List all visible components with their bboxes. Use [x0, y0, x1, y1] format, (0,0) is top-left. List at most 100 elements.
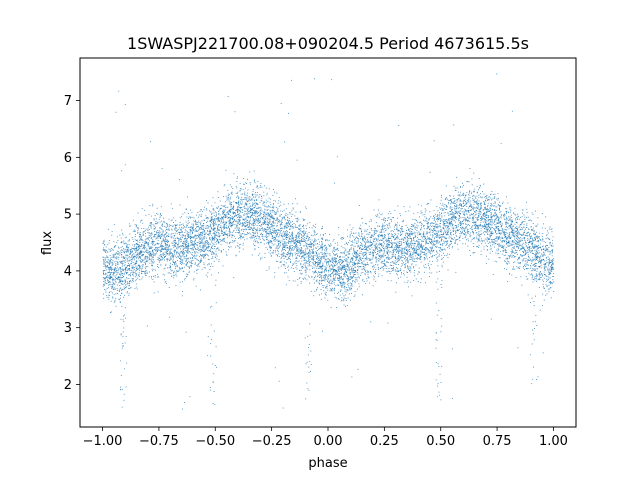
- data-point: [550, 242, 551, 244]
- data-point: [417, 273, 419, 275]
- data-point: [321, 240, 322, 242]
- data-point: [380, 214, 382, 216]
- data-point: [324, 233, 326, 234]
- data-point: [245, 197, 247, 199]
- data-point: [551, 242, 553, 244]
- data-point: [166, 260, 168, 262]
- data-point: [213, 212, 215, 214]
- data-point: [548, 265, 550, 267]
- data-point: [544, 253, 545, 255]
- data-point: [509, 242, 511, 244]
- data-point: [149, 252, 151, 254]
- data-point: [376, 243, 378, 245]
- data-point: [178, 239, 180, 241]
- data-point: [148, 237, 150, 238]
- data-point: [286, 230, 287, 232]
- data-point: [536, 257, 538, 258]
- data-point: [549, 260, 551, 262]
- data-point: [309, 250, 310, 252]
- data-point: [145, 266, 147, 267]
- data-point: [254, 212, 256, 214]
- data-point: [285, 268, 286, 269]
- data-point: [112, 254, 114, 256]
- data-point: [435, 254, 437, 256]
- data-point: [315, 247, 317, 249]
- data-point: [273, 200, 275, 201]
- data-point: [435, 281, 437, 283]
- data-point: [504, 240, 505, 242]
- data-point: [112, 259, 114, 261]
- data-point: [503, 231, 505, 233]
- data-point: [263, 214, 265, 215]
- data-point: [162, 244, 163, 246]
- data-point: [380, 249, 382, 251]
- data-point: [401, 228, 403, 229]
- data-point: [321, 252, 323, 254]
- data-point: [317, 263, 319, 265]
- data-point: [190, 253, 192, 255]
- data-point: [114, 288, 116, 290]
- data-point: [396, 229, 398, 231]
- data-point: [239, 182, 241, 184]
- data-point: [138, 244, 140, 246]
- data-point: [374, 276, 376, 278]
- data-point: [511, 274, 513, 276]
- data-point: [552, 250, 553, 252]
- data-point: [249, 236, 251, 238]
- data-point: [158, 255, 160, 257]
- data-point: [440, 243, 441, 245]
- data-point: [553, 273, 555, 274]
- data-point: [270, 210, 271, 212]
- data-point: [283, 254, 284, 256]
- data-point: [200, 227, 202, 228]
- data-point: [108, 287, 110, 289]
- data-point: [515, 231, 517, 233]
- data-point: [288, 250, 290, 252]
- data-point: [148, 232, 150, 234]
- data-point: [534, 268, 536, 270]
- data-point: [188, 267, 190, 269]
- data-point: [267, 200, 269, 202]
- data-point: [282, 217, 284, 219]
- data-point: [499, 204, 501, 206]
- data-point: [168, 316, 170, 318]
- data-point: [166, 236, 168, 238]
- data-point: [173, 272, 175, 274]
- data-point: [246, 210, 248, 211]
- data-point: [395, 257, 396, 258]
- data-point: [353, 248, 355, 250]
- data-point: [373, 240, 374, 242]
- data-point: [139, 256, 141, 258]
- data-point: [120, 268, 121, 270]
- data-point: [379, 244, 381, 245]
- data-point: [290, 234, 292, 236]
- data-point: [464, 233, 466, 234]
- data-point: [200, 255, 202, 256]
- data-point: [425, 255, 427, 257]
- data-point: [316, 268, 318, 269]
- data-point: [145, 233, 146, 234]
- data-point: [120, 334, 122, 336]
- data-point: [359, 247, 361, 249]
- data-point: [199, 260, 201, 262]
- data-point: [304, 206, 306, 208]
- data-point: [227, 211, 229, 213]
- data-point: [176, 270, 178, 272]
- data-point: [148, 256, 150, 258]
- data-point: [112, 249, 114, 251]
- data-point: [378, 260, 380, 262]
- data-point: [374, 234, 376, 236]
- data-point: [334, 182, 335, 184]
- data-point: [181, 245, 182, 247]
- data-point: [102, 270, 104, 272]
- data-point: [518, 240, 519, 242]
- data-point: [414, 243, 416, 245]
- data-point: [387, 322, 389, 324]
- data-point: [165, 283, 167, 284]
- data-point: [169, 260, 171, 261]
- data-point: [420, 233, 422, 235]
- data-point: [153, 235, 155, 237]
- data-point: [459, 203, 461, 204]
- data-point: [331, 289, 333, 291]
- data-point: [156, 249, 157, 251]
